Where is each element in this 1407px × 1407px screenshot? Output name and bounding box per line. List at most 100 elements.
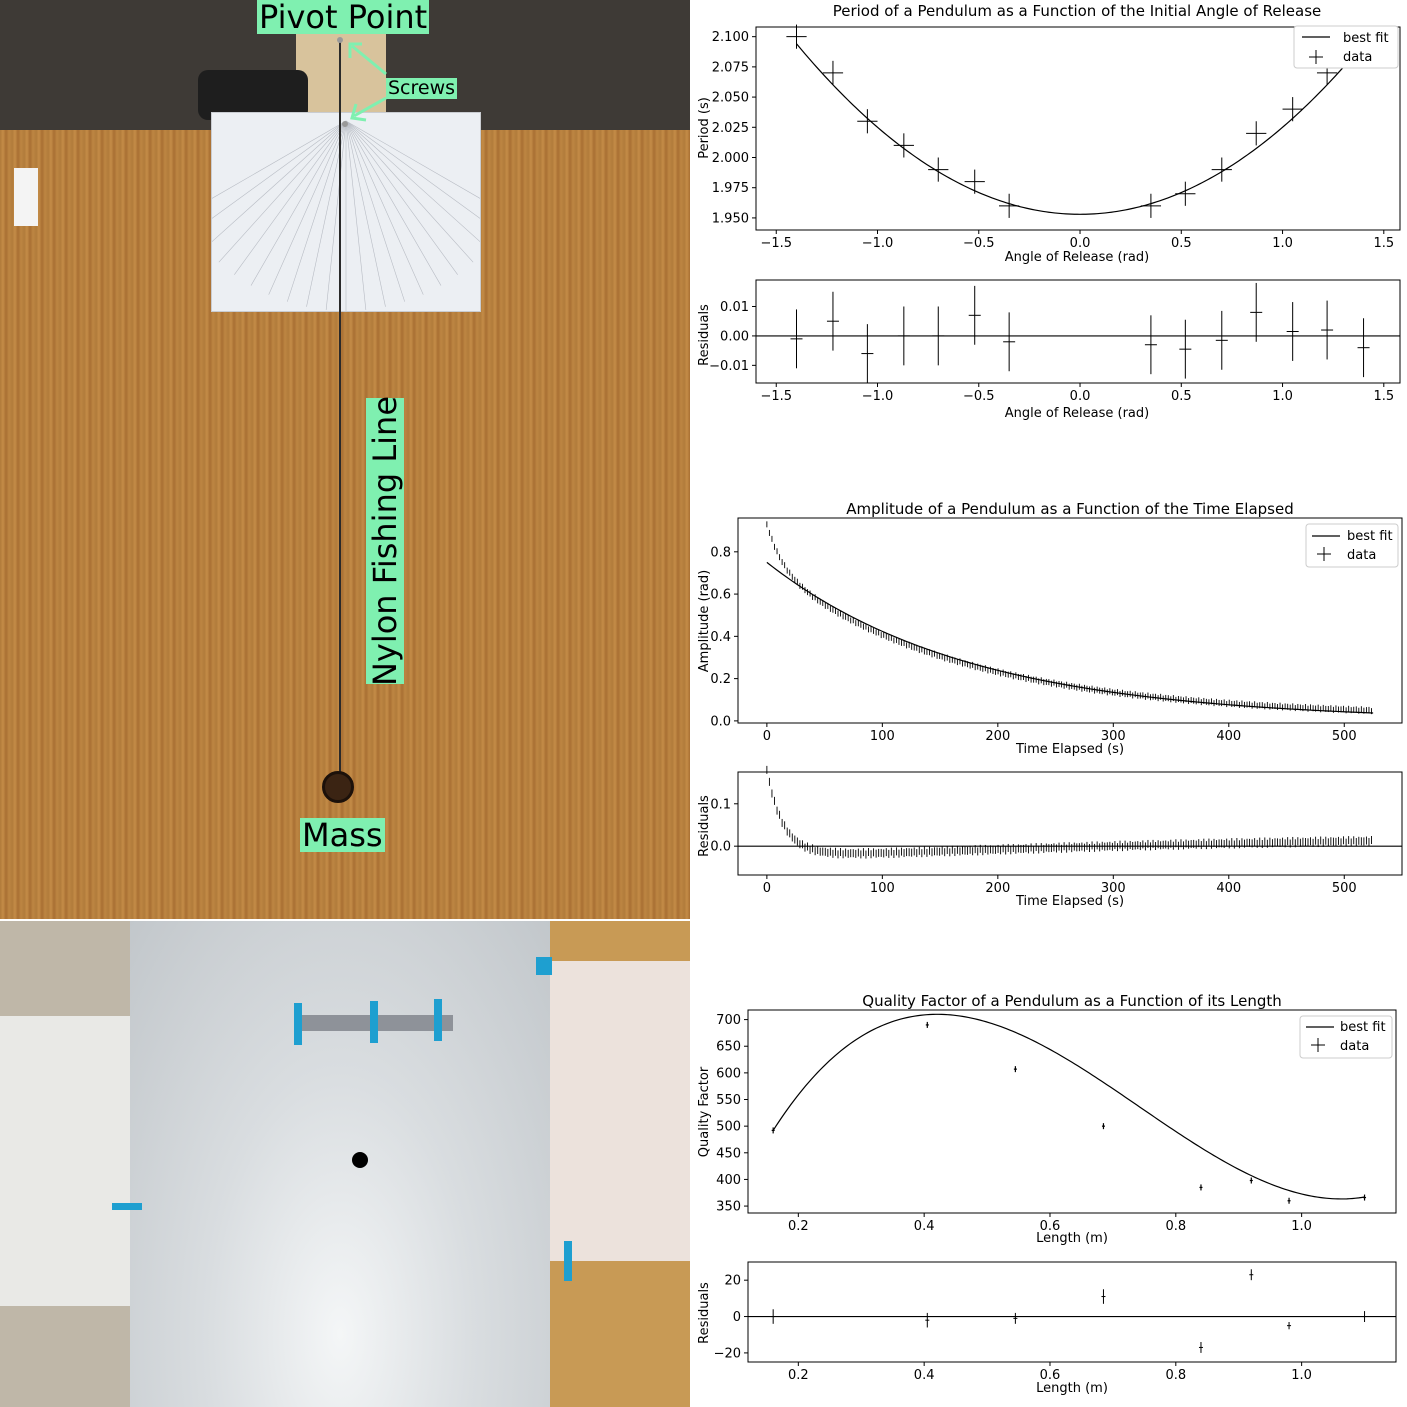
x-tick-label: 400 bbox=[1216, 729, 1241, 744]
chart1-residuals-axes bbox=[755, 279, 1401, 384]
cabinet-sticker bbox=[14, 168, 38, 226]
protractor-ray bbox=[345, 120, 405, 302]
x-tick-label: 0.6 bbox=[1040, 1219, 1061, 1234]
tape bbox=[370, 1001, 378, 1043]
tape bbox=[536, 957, 552, 975]
chart3-data-points bbox=[771, 1021, 1367, 1204]
x-tick-label: 0.4 bbox=[914, 1219, 935, 1234]
x-tick-label: 500 bbox=[1332, 729, 1357, 744]
protractor-ray bbox=[204, 120, 347, 249]
protractor-ray bbox=[325, 120, 347, 310]
y-tick-label: 0 bbox=[733, 1310, 741, 1325]
x-tick-label: 0.8 bbox=[1165, 1219, 1186, 1234]
chart2-legend: best fit data bbox=[1305, 523, 1399, 568]
y-tick-label: 0.00 bbox=[720, 329, 749, 344]
protractor-ray bbox=[287, 120, 347, 302]
y-tick-label: 450 bbox=[716, 1146, 741, 1161]
chart2-residuals-points bbox=[738, 765, 1402, 859]
chart1-legend-fit: best fit bbox=[1343, 31, 1389, 46]
fishing-line bbox=[339, 40, 341, 780]
chart1-legend-data: data bbox=[1343, 50, 1372, 65]
y-tick-label: 400 bbox=[716, 1173, 741, 1188]
chart3-axes bbox=[747, 1009, 1397, 1214]
x-tick-label: 1.0 bbox=[1291, 1219, 1312, 1234]
y-tick-label: 500 bbox=[716, 1120, 741, 1135]
nylon-line-label: Nylon Fishing Line bbox=[366, 395, 404, 687]
y-tick-label: 0.2 bbox=[710, 672, 731, 687]
x-tick-label: 0.2 bbox=[788, 1219, 809, 1234]
y-tick-label: 550 bbox=[716, 1093, 741, 1108]
charts-panel: Period of a Pendulum as a Function of th… bbox=[697, 2, 1403, 1396]
protractor-ray bbox=[345, 120, 458, 275]
camera-view-photo bbox=[0, 921, 690, 1407]
y-tick-label: 0.01 bbox=[720, 300, 749, 315]
y-tick-label: 0.1 bbox=[710, 797, 731, 812]
y-tick-label: 20 bbox=[724, 1274, 741, 1289]
y-tick-label: 2.100 bbox=[712, 30, 749, 45]
nylon-line-label-text: Nylon Fishing Line bbox=[366, 395, 404, 687]
y-tick-label: 2.075 bbox=[712, 60, 749, 75]
chart3-title: Quality Factor of a Pendulum as a Functi… bbox=[862, 992, 1281, 1010]
chart3-residuals-ticks: 0.2 0.4 0.6 0.8 1.0 −20 0 20 bbox=[714, 1274, 1312, 1383]
fit-curve bbox=[772, 1013, 1365, 1200]
y-tick-label: 0.0 bbox=[710, 714, 731, 729]
x-tick-label: 0.5 bbox=[1171, 236, 1192, 251]
protractor-ray bbox=[218, 120, 347, 263]
protractor-ray bbox=[345, 120, 424, 295]
x-tick-label: −0.5 bbox=[963, 236, 995, 251]
protractor-ray bbox=[345, 120, 488, 249]
chart2-axes bbox=[737, 517, 1403, 724]
x-tick-label: 500 bbox=[1332, 881, 1357, 896]
fit-curve bbox=[766, 561, 1374, 714]
y-tick-label: 2.025 bbox=[712, 121, 749, 136]
chart2-xlabel: Time Elapsed (s) bbox=[1015, 742, 1124, 757]
tape bbox=[112, 1203, 142, 1210]
pivot-point-label: Pivot Point bbox=[257, 0, 430, 36]
chart1-residuals-xlabel: Angle of Release (rad) bbox=[1005, 406, 1149, 421]
tape bbox=[564, 1241, 572, 1281]
chart3-xlabel: Length (m) bbox=[1036, 1231, 1108, 1246]
chart3-fit-line bbox=[772, 1013, 1365, 1200]
chart1-legend: best fit data bbox=[1293, 25, 1399, 69]
x-tick-label: −1.0 bbox=[862, 389, 894, 404]
x-tick-label: −1.5 bbox=[760, 389, 792, 404]
y-tick-label: 0.6 bbox=[710, 588, 731, 603]
pendulum-mass bbox=[322, 771, 354, 803]
white-towel bbox=[130, 921, 550, 1407]
chart3-residuals-points bbox=[748, 1269, 1396, 1353]
protractor-plate bbox=[181, 112, 511, 312]
protractor-lines bbox=[181, 120, 511, 311]
x-tick-label: 1.0 bbox=[1291, 1368, 1312, 1383]
x-tick-label: 200 bbox=[985, 881, 1010, 896]
chart3-residuals-axes bbox=[747, 1261, 1397, 1363]
x-tick-label: 0.0 bbox=[1070, 236, 1091, 251]
x-tick-label: 0.6 bbox=[1040, 1368, 1061, 1383]
x-tick-label: −0.5 bbox=[963, 389, 995, 404]
x-tick-label: 0 bbox=[763, 881, 771, 896]
chart1-xlabel: Angle of Release (rad) bbox=[1005, 250, 1149, 265]
x-tick-label: 1.5 bbox=[1373, 389, 1394, 404]
tape bbox=[294, 1003, 302, 1045]
y-tick-label: 2.000 bbox=[712, 151, 749, 166]
x-tick-label: −1.5 bbox=[760, 236, 792, 251]
x-tick-label: 1.0 bbox=[1272, 389, 1293, 404]
chart3-legend: best fit data bbox=[1299, 1015, 1393, 1059]
chart2-fit-line bbox=[766, 561, 1374, 714]
chart2-residuals-ticks: 0 100 200 300 400 500 0.0 0.1 bbox=[710, 797, 1356, 896]
chart3-ticks: 0.2 0.4 0.6 0.8 1.0 350 400 450 500 550 600 650 700 bbox=[716, 1013, 1312, 1234]
x-tick-label: 0.8 bbox=[1165, 1368, 1186, 1383]
chart1-data-points bbox=[786, 24, 1338, 218]
chart3-legend-data: data bbox=[1340, 1039, 1369, 1054]
mass-label: Mass bbox=[300, 816, 385, 854]
chart1-ylabel: Period (s) bbox=[697, 97, 712, 159]
x-tick-label: 0 bbox=[763, 729, 771, 744]
protractor-ray bbox=[345, 120, 442, 286]
chart3-ylabel: Quality Factor bbox=[697, 1066, 712, 1157]
protractor-ray bbox=[234, 120, 347, 275]
protractor-ray bbox=[345, 120, 500, 233]
protractor-ray bbox=[192, 120, 347, 233]
y-tick-label: 650 bbox=[716, 1040, 741, 1055]
chart2-data-points bbox=[766, 521, 1372, 715]
x-tick-label: 300 bbox=[1101, 729, 1126, 744]
protractor-ray bbox=[250, 120, 347, 286]
